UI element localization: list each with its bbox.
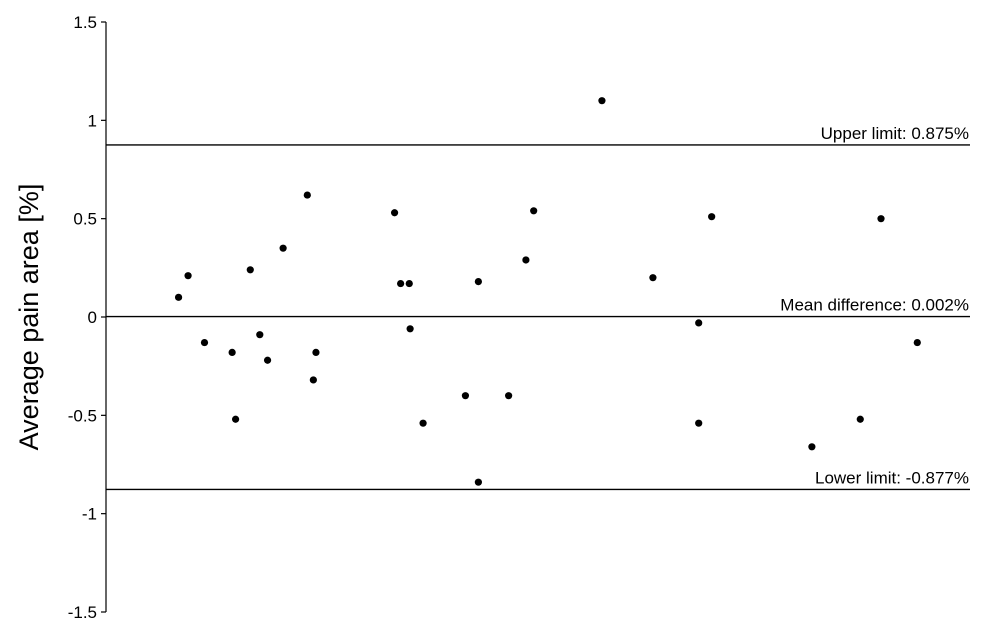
data-point [174,293,183,301]
y-tick-label: -0.5 [68,406,97,425]
data-point [232,415,240,423]
y-tick-label: 1.5 [73,13,97,32]
y-ticks: 1.5 1 0.5 0 -0.5 -1 -1.5 [68,13,106,622]
data-point [695,419,703,427]
data-point [397,279,405,288]
data-point [461,392,470,400]
data-point [279,244,287,252]
data-point [522,256,530,264]
upper-line-label: Upper limit: 0.875% [821,124,969,143]
data-point [184,272,192,280]
mean-line-label: Mean difference: 0.002% [780,296,969,315]
data-point [263,356,272,364]
data-point [598,97,606,105]
data-point [312,348,320,356]
data-point [303,191,311,199]
data-point [708,213,716,221]
data-point [808,443,816,451]
data-point [256,331,264,339]
data-point [474,478,482,486]
y-tick-label: -1 [82,505,97,524]
data-point [405,279,413,288]
y-tick-label: 0.5 [73,210,97,229]
data-point [649,274,657,282]
data-point [695,319,703,327]
data-point [309,376,317,384]
data-point [406,325,414,333]
data-points [174,97,921,486]
reference-lines: Upper limit: 0.875% Mean difference: 0.00… [106,124,970,491]
data-point [856,415,864,423]
data-point [474,278,482,286]
y-axis-title: Average pain area [%] [14,184,44,451]
data-point [419,419,427,427]
data-point [877,215,885,223]
y-tick-label: 0 [88,308,97,327]
y-tick-label: 1 [88,111,97,130]
data-point [913,338,921,347]
data-point [390,209,399,217]
data-point [200,338,209,347]
y-tick-label: -1.5 [68,603,97,622]
data-point [246,266,254,274]
lower-line-label: Lower limit: -0.877% [815,468,969,487]
data-point [530,207,538,215]
y-axis: 1.5 1 0.5 0 -0.5 -1 -1.5 [68,13,107,622]
data-point [505,392,513,400]
data-point [228,348,236,356]
